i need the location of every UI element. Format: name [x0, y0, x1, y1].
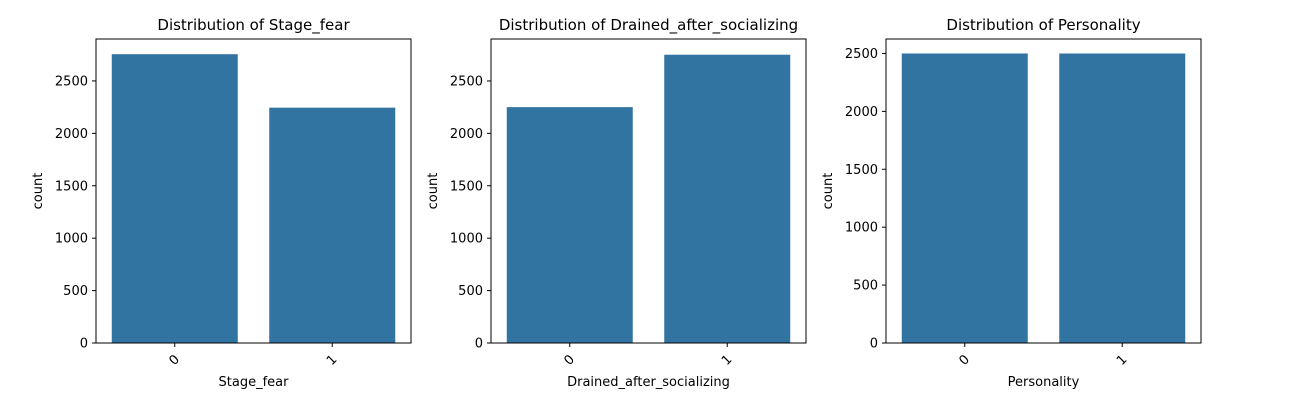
- y-tick-label: 2000: [845, 105, 878, 120]
- y-tick-label: 0: [870, 337, 878, 352]
- x-tick-label: 0: [167, 352, 183, 368]
- y-tick-label: 2500: [450, 74, 483, 89]
- x-tick-label: 1: [324, 352, 340, 368]
- x-axis-label: Personality: [1008, 375, 1080, 390]
- y-tick-label: 500: [63, 284, 88, 299]
- bar-0: [506, 107, 633, 343]
- bar-0: [901, 53, 1028, 343]
- axes-frame: [95, 38, 412, 344]
- y-tick-label: 2000: [450, 127, 483, 142]
- y-axis-label: count: [31, 173, 46, 210]
- y-tick-label: 2500: [845, 47, 878, 62]
- y-tick-label: 0: [475, 337, 483, 352]
- y-tick-label: 1000: [845, 221, 878, 236]
- chart-title: Distribution of Stage_fear: [157, 16, 350, 35]
- axes-frame: [490, 38, 807, 344]
- chart-title: Distribution of Personality: [946, 16, 1140, 34]
- y-tick-label: 500: [853, 279, 878, 294]
- y-tick-label: 2500: [55, 74, 88, 89]
- y-tick-label: 1500: [55, 179, 88, 194]
- y-tick-label: 0: [80, 337, 88, 352]
- y-tick-label: 500: [458, 284, 483, 299]
- bar-1: [269, 107, 396, 343]
- y-tick-label: 1000: [450, 232, 483, 247]
- y-tick-label: 1500: [450, 179, 483, 194]
- chart-panel-drained-after-socializing: Distribution of Drained_after_socializin…: [426, 16, 807, 390]
- bar-1: [664, 54, 791, 344]
- x-tick-label: 1: [719, 352, 735, 368]
- x-tick-label: 0: [957, 352, 973, 368]
- y-axis-label: count: [426, 173, 441, 210]
- chart-panel-stage-fear: Distribution of Stage_fear Stage_fear co…: [31, 16, 412, 390]
- chart-title: Distribution of Drained_after_socializin…: [499, 16, 798, 35]
- axes-frame: [885, 38, 1202, 344]
- y-axis-label: count: [821, 173, 836, 210]
- x-axis-label: Drained_after_socializing: [567, 375, 730, 390]
- bar-1: [1059, 53, 1186, 343]
- x-tick-label: 0: [562, 352, 578, 368]
- chart-panel-personality: Distribution of Personality Personality …: [821, 16, 1202, 390]
- y-tick-label: 1500: [845, 163, 878, 178]
- bar-0: [111, 54, 238, 343]
- y-tick-label: 1000: [55, 232, 88, 247]
- y-tick-label: 2000: [55, 127, 88, 142]
- x-axis-label: Stage_fear: [219, 375, 290, 390]
- x-tick-label: 1: [1114, 352, 1130, 368]
